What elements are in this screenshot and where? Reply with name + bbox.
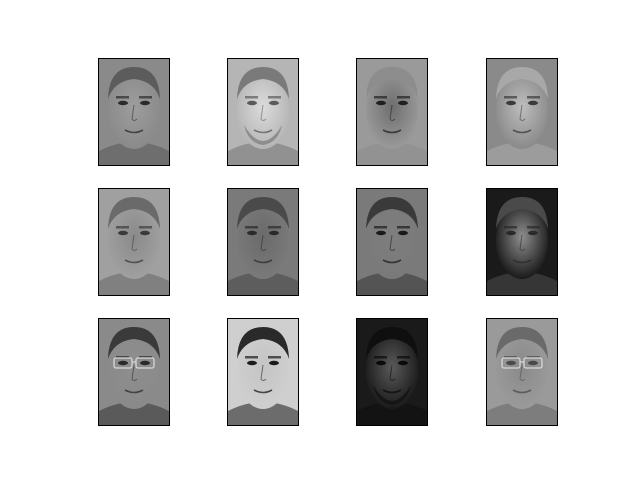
face-image-5 (98, 188, 170, 296)
face-image-10 (227, 318, 299, 426)
face-photo (487, 59, 557, 165)
face-image-1 (98, 58, 170, 166)
face-photo (357, 319, 427, 425)
face-image-7 (356, 188, 428, 296)
face-photo (357, 59, 427, 165)
face-photo (228, 189, 298, 295)
face-image-8 (486, 188, 558, 296)
face-photo (487, 319, 557, 425)
face-photo (99, 59, 169, 165)
face-photo (99, 319, 169, 425)
face-image-9 (98, 318, 170, 426)
face-photo (357, 189, 427, 295)
face-image-2 (227, 58, 299, 166)
face-image-4 (486, 58, 558, 166)
face-photo (99, 189, 169, 295)
face-photo (487, 189, 557, 295)
face-photo (228, 319, 298, 425)
face-image-3 (356, 58, 428, 166)
face-image-12 (486, 318, 558, 426)
face-image-6 (227, 188, 299, 296)
face-image-11 (356, 318, 428, 426)
face-photo (228, 59, 298, 165)
